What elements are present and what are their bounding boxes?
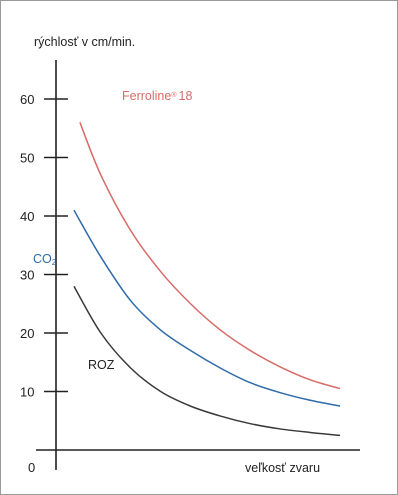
series-label-ferroline: Ferroline® 18 — [122, 89, 192, 103]
series-label-co2: CO2 — [33, 252, 57, 267]
x-axis-label: veľkosť zvaru — [245, 461, 320, 475]
y-tick-label-50: 50 — [20, 151, 34, 166]
y-axis-label: rýchlosť v cm/min. — [34, 35, 135, 49]
series-line-co2 — [73, 209, 341, 407]
series-label-co2-main: CO — [33, 252, 52, 266]
series-label-ferroline-sup: ® — [171, 91, 177, 99]
series-line-roz — [73, 285, 341, 437]
series-label-roz: ROZ — [88, 358, 115, 372]
y-tick-label-60: 60 — [20, 92, 34, 107]
series-label-ferroline-tail: 18 — [179, 89, 193, 103]
y-tick-label-10: 10 — [20, 385, 34, 400]
series-label-co2-sub: 2 — [52, 258, 57, 267]
series-line-ferroline — [79, 122, 341, 390]
origin-label: 0 — [28, 460, 35, 475]
y-tick-label-30: 30 — [20, 268, 34, 283]
series-label-ferroline-main: Ferroline — [122, 89, 171, 103]
y-tick-label-20: 20 — [20, 326, 34, 341]
y-tick-label-40: 40 — [20, 209, 34, 224]
